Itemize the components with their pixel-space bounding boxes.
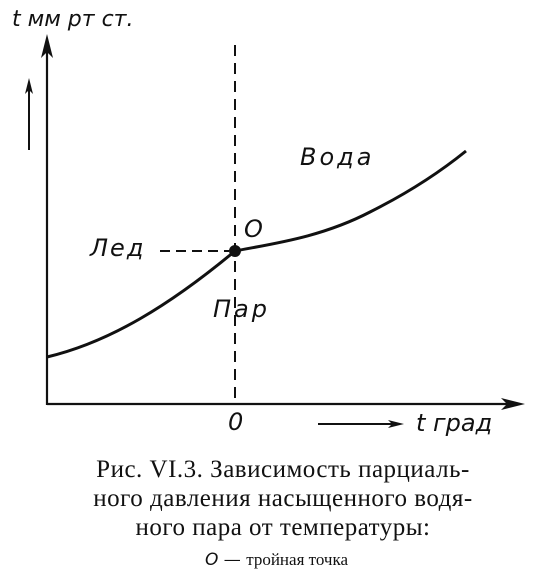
caption-legend: O — тройная точка	[0, 548, 553, 572]
vaporization-curve	[234, 149, 467, 253]
triple-point-marker	[229, 245, 241, 257]
x-axis-arrowhead	[501, 398, 525, 410]
x-axis-direction-arrowhead	[388, 420, 404, 428]
figure-caption-line-1: Рис. VI.3. Зависимость парциаль-	[96, 456, 470, 483]
x-axis-label: t град	[416, 409, 492, 437]
legend-dash: —	[223, 550, 241, 570]
legend-symbol: O	[204, 550, 219, 570]
figure-caption-line-3: ного пара от температуры:	[135, 514, 431, 541]
legend-text: тройная точка	[246, 550, 348, 569]
y-axis-arrowhead	[41, 34, 53, 58]
sublimation-curve	[46, 249, 236, 359]
water-region-label: Вода	[300, 143, 374, 171]
y-axis-direction-arrowhead	[25, 78, 33, 94]
ice-region-label: Лед	[89, 234, 145, 262]
phase-diagram: t мм рт ст. t град 0 O Вода Лед Пар	[12, 7, 525, 437]
y-axis-label: t мм рт ст.	[12, 7, 133, 32]
triple-point-label: O	[244, 215, 263, 243]
x-axis-zero-tick: 0	[228, 408, 243, 436]
figure-caption-line-2: ного давления насыщенного водя-	[93, 485, 473, 512]
vapor-region-label: Пар	[213, 295, 270, 323]
